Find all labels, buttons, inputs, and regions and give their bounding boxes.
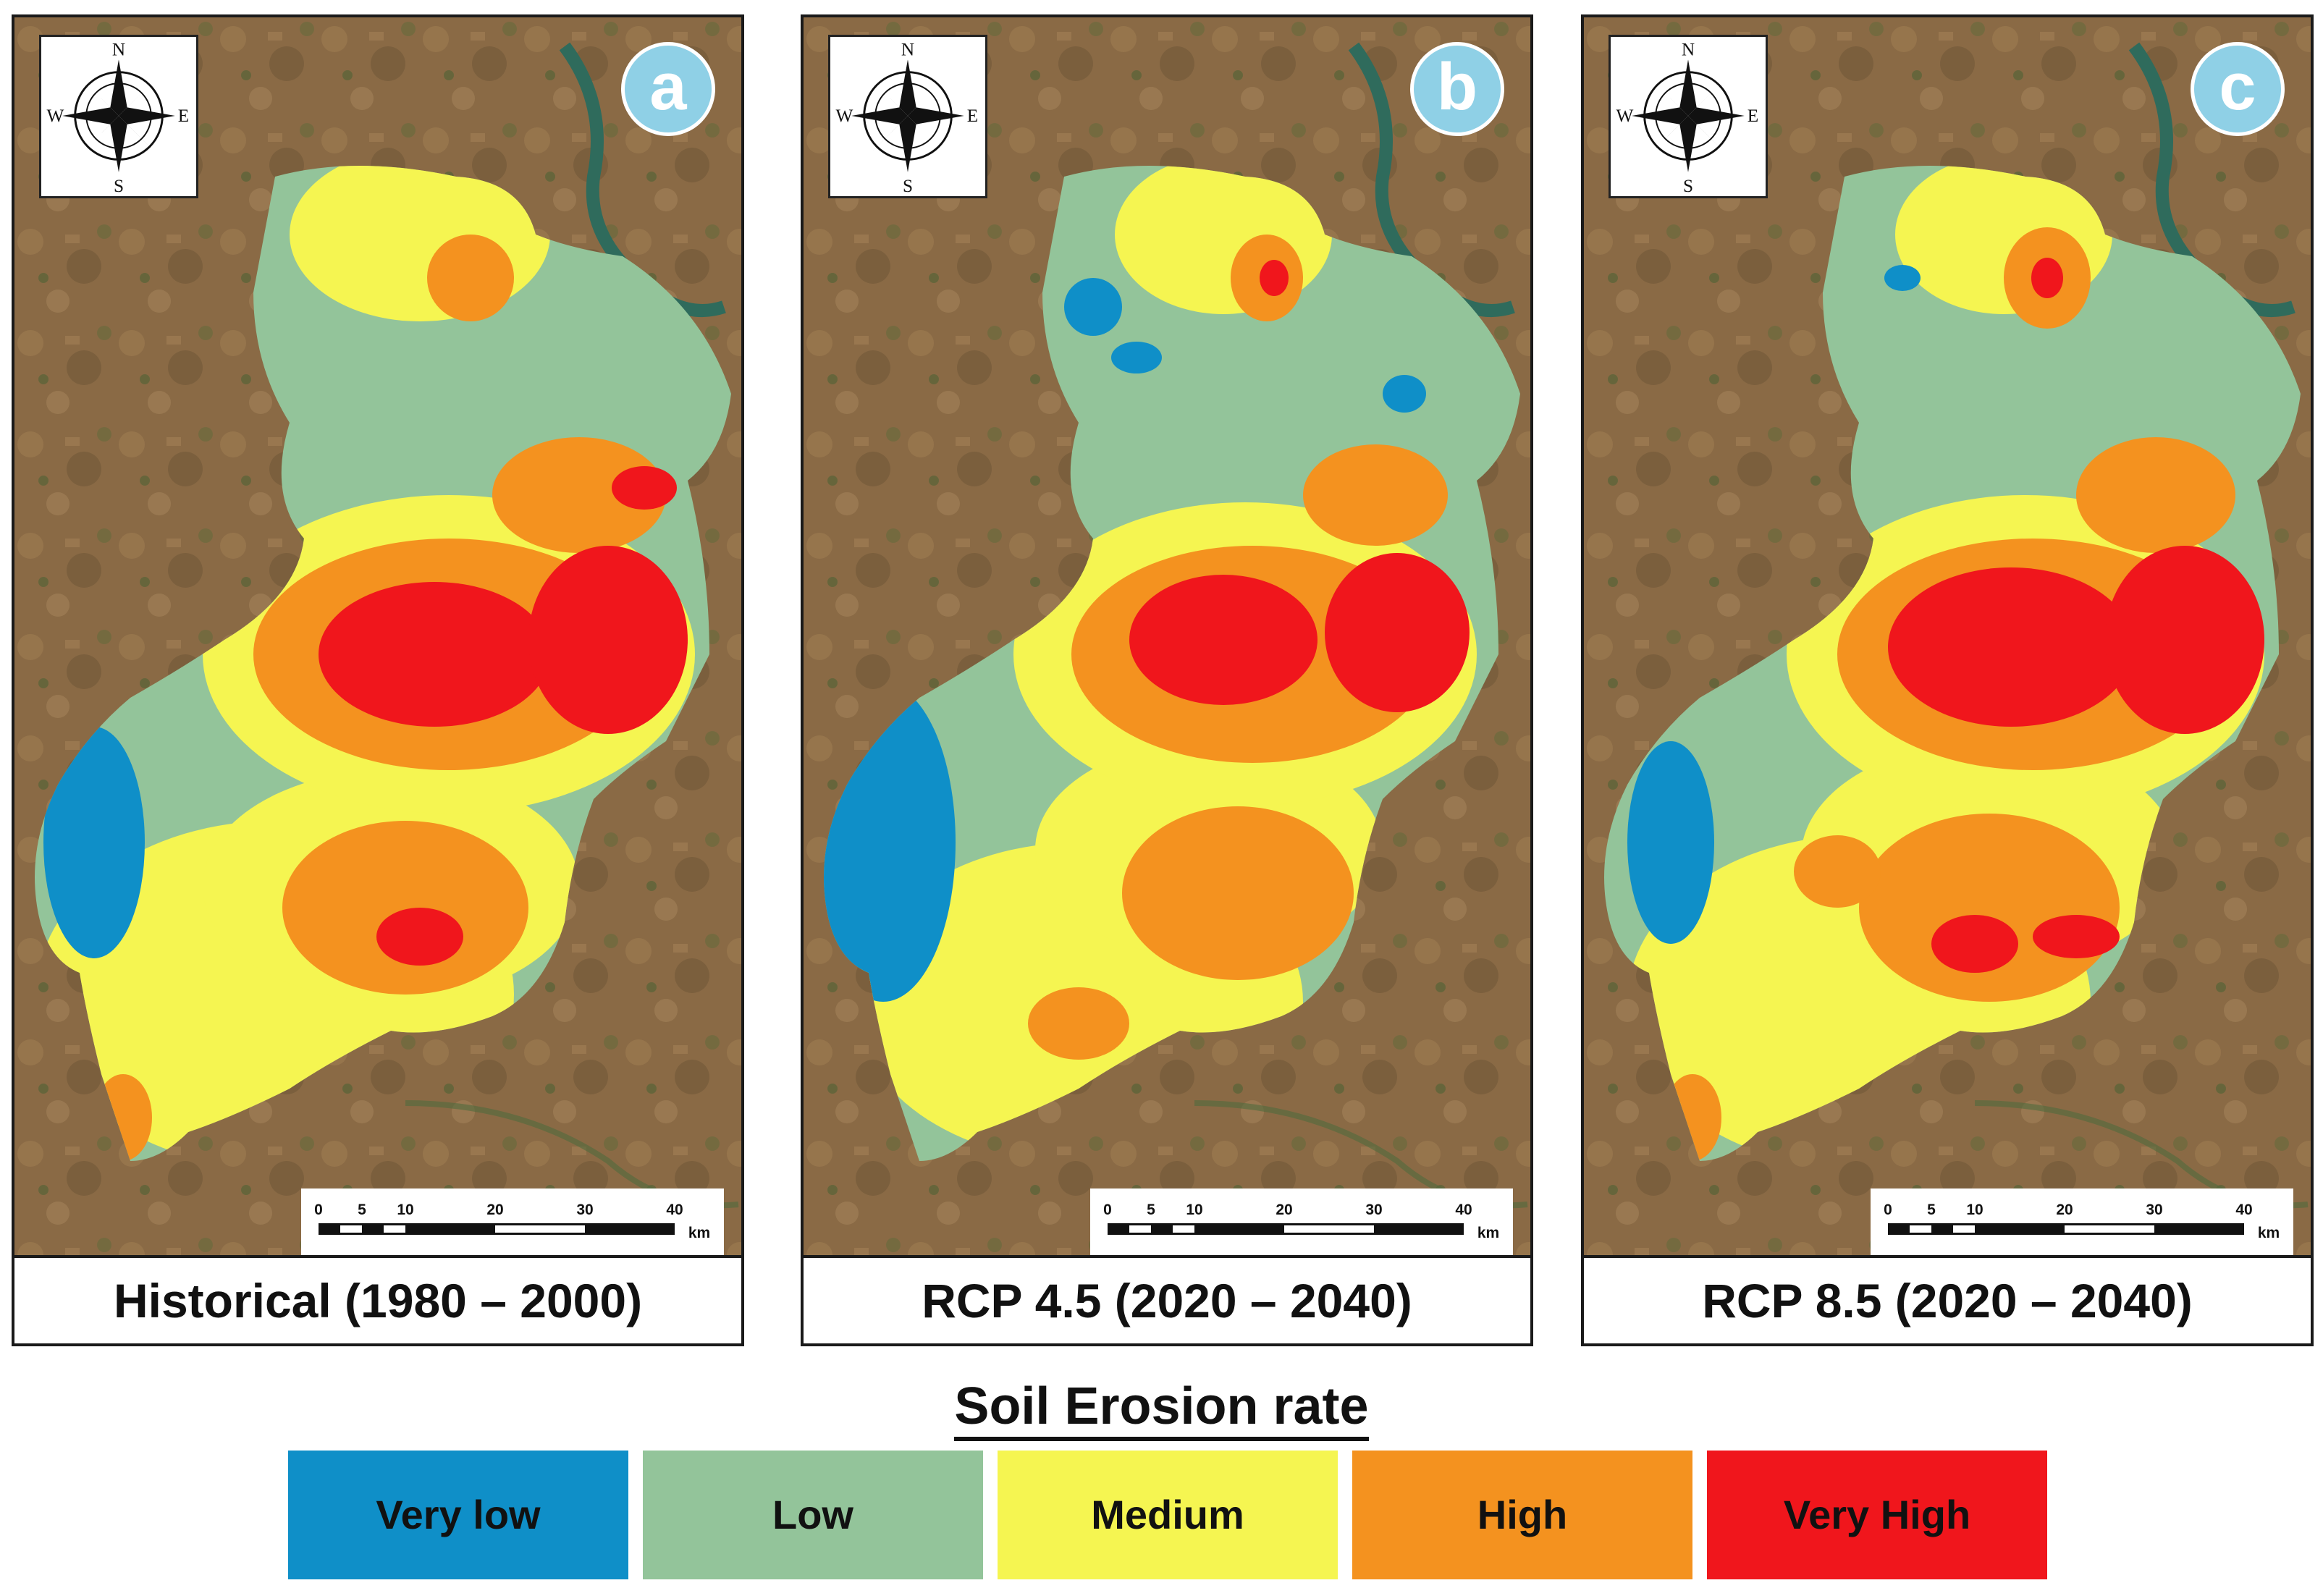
compass-e: E (1747, 106, 1758, 126)
svg-text:5: 5 (1147, 1202, 1155, 1218)
legend-title: Soil Erosion rate (0, 1377, 2323, 1441)
scale-bar: 0 5 10 20 30 40 km (1090, 1188, 1513, 1255)
svg-text:km: km (1477, 1225, 1499, 1241)
svg-text:10: 10 (397, 1202, 413, 1218)
svg-text:20: 20 (486, 1202, 503, 1218)
compass-e: E (178, 106, 189, 126)
compass-n: N (112, 39, 125, 59)
compass-s: S (903, 176, 913, 196)
svg-text:km: km (688, 1225, 710, 1241)
svg-text:0: 0 (1103, 1202, 1112, 1218)
north-arrow: N S W E (828, 35, 987, 198)
svg-text:20: 20 (2056, 1202, 2073, 1218)
svg-text:40: 40 (666, 1202, 683, 1218)
scale-bar: 0 5 10 20 30 40 km (301, 1188, 724, 1255)
erosion-map (804, 17, 1530, 1343)
legend-low: Low (643, 1451, 983, 1579)
svg-text:5: 5 (1927, 1202, 1936, 1218)
map-panel-historical: N S W E a 0 5 10 20 30 40 km Historical … (12, 14, 744, 1346)
erosion-map (1584, 17, 2311, 1343)
svg-text:5: 5 (358, 1202, 366, 1218)
panel-badge: b (1410, 42, 1504, 136)
map-panel-rcp85: N S W E c 0 5 10 20 30 40 km RCP 8.5 (20… (1581, 14, 2314, 1346)
legend-very-high: Very High (1707, 1451, 2047, 1579)
erosion-map (14, 17, 741, 1343)
compass-w: W (47, 106, 64, 126)
period-label: RCP 4.5 (2020 – 2040) (804, 1255, 1530, 1343)
compass-s: S (114, 176, 124, 196)
legend-medium: Medium (998, 1451, 1338, 1579)
north-arrow: N S W E (39, 35, 198, 198)
svg-text:km: km (2258, 1225, 2280, 1241)
compass-n: N (901, 39, 914, 59)
period-label: Historical (1980 – 2000) (14, 1255, 741, 1343)
svg-text:40: 40 (2235, 1202, 2252, 1218)
north-arrow: N S W E (1609, 35, 1768, 198)
scale-bar: 0 5 10 20 30 40 km (1871, 1188, 2293, 1255)
compass-s: S (1683, 176, 1693, 196)
compass-w: W (836, 106, 853, 126)
panel-badge: a (621, 42, 715, 136)
map-panel-rcp45: N S W E b 0 5 10 20 30 40 km RCP 4.5 (20… (801, 14, 1533, 1346)
svg-text:20: 20 (1276, 1202, 1292, 1218)
svg-text:30: 30 (1365, 1202, 1382, 1218)
svg-text:30: 30 (2146, 1202, 2162, 1218)
panel-badge: c (2191, 42, 2285, 136)
svg-text:0: 0 (1884, 1202, 1892, 1218)
svg-text:10: 10 (1186, 1202, 1202, 1218)
compass-n: N (1682, 39, 1695, 59)
svg-text:0: 0 (314, 1202, 323, 1218)
svg-text:40: 40 (1455, 1202, 1472, 1218)
compass-e: E (967, 106, 978, 126)
legend-very-low: Very low (288, 1451, 628, 1579)
compass-w: W (1616, 106, 1634, 126)
period-label: RCP 8.5 (2020 – 2040) (1584, 1255, 2311, 1343)
legend-high: High (1352, 1451, 1692, 1579)
svg-text:10: 10 (1966, 1202, 1983, 1218)
svg-text:30: 30 (576, 1202, 593, 1218)
